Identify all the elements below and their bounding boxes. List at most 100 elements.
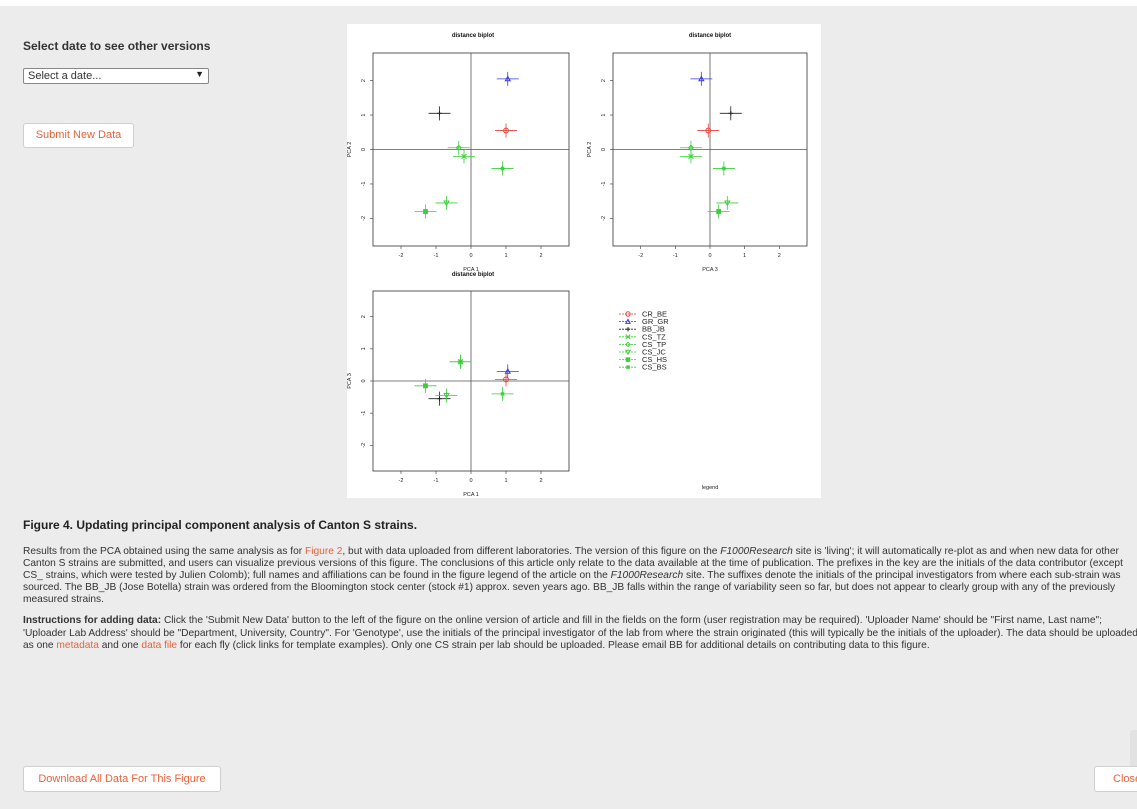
journal-name: F1000Research <box>720 546 793 557</box>
point-marker <box>443 393 450 399</box>
point-cs-hs <box>414 204 437 219</box>
x-tick-label: -2 <box>638 253 643 259</box>
date-select[interactable]: Select a date... ▼ <box>23 68 209 84</box>
point-marker <box>724 200 731 207</box>
legend-label: CS_BS <box>642 363 667 372</box>
submit-new-data-button[interactable]: Submit New Data <box>23 123 134 148</box>
y-tick-label: 0 <box>601 148 607 151</box>
legend-panel: CR_BEGR_GRBB_JBCS_TZCS_TPCS_JCCS_HSCS_BS… <box>619 310 719 491</box>
point-marker <box>624 318 632 324</box>
y-tick-label: 1 <box>361 114 367 117</box>
instructions-heading: Instructions for adding data: <box>23 615 162 627</box>
x-tick-label: 0 <box>469 253 472 259</box>
y-tick-label: 0 <box>361 379 367 382</box>
plot-title: distance biplot <box>689 33 731 39</box>
point-gr-gr <box>496 71 519 86</box>
date-select-value: Select a date... <box>28 70 102 82</box>
point-marker <box>705 127 712 134</box>
point-cs-jc <box>435 195 458 210</box>
legend-entry-bb-jb: BB_JB <box>619 325 665 334</box>
caption-text: site is 'living'; it will automatically … <box>23 546 1123 582</box>
x-tick-label: 1 <box>743 253 746 259</box>
biplot-2: distance biplot -2 2 -1 1 0 0 1 -1 2 -2 PCA 3 PCA 2 <box>587 33 808 273</box>
close-button[interactable]: Close <box>1094 766 1137 792</box>
point-marker <box>716 209 722 214</box>
journal-name: F1000Research <box>610 570 684 582</box>
point-cs-bs <box>491 161 514 176</box>
point-marker <box>443 200 450 207</box>
point-marker <box>624 349 632 356</box>
point-marker <box>503 127 509 134</box>
legend-label: CS_JC <box>642 348 666 357</box>
legend-entry-cs-tz: CS_TZ <box>619 332 666 341</box>
legend-title: legend <box>702 485 719 491</box>
point-cr-be <box>495 123 517 138</box>
plot-title: distance biplot <box>452 33 494 39</box>
figure-caption: Results from the PCA obtained using the … <box>23 546 1137 661</box>
legend-label: CR_BE <box>642 310 667 319</box>
y-tick-label: 1 <box>601 114 607 117</box>
biplot-3: distance biplot -2 2 -1 1 0 0 1 -1 2 -2 PCA 1 PCA 3 <box>347 272 570 498</box>
plot-title: distance biplot <box>452 272 494 278</box>
legend-label: BB_JB <box>642 325 665 334</box>
point-marker <box>455 144 462 151</box>
x-tick-label: -2 <box>399 478 404 484</box>
dropdown-arrow-icon: ▼ <box>195 69 204 79</box>
legend-entry-cs-jc: CS_JC <box>619 348 666 357</box>
point-marker <box>626 365 630 370</box>
point-cs-tp <box>679 140 702 155</box>
figure-2-link[interactable]: Figure 2 <box>305 546 343 557</box>
figure-caption-title: Figure 4. Updating principal component a… <box>23 518 418 532</box>
x-tick-label: -2 <box>399 253 404 259</box>
legend-label: GR_GR <box>642 317 669 326</box>
point-marker <box>504 367 511 374</box>
point-marker <box>504 75 511 82</box>
legend-entry-cr-be: CR_BE <box>619 310 667 319</box>
y-tick-label: -1 <box>361 411 367 416</box>
legend-entry-gr-gr: GR_GR <box>619 317 669 326</box>
x-axis-label: PCA 3 <box>702 267 718 273</box>
x-tick-label: -1 <box>434 253 439 259</box>
download-all-data-button[interactable]: Download All Data For This Figure <box>23 766 221 792</box>
y-tick-label: 2 <box>361 79 367 82</box>
legend-entry-cs-hs: CS_HS <box>619 355 667 364</box>
point-cs-tp <box>447 140 470 155</box>
caption-text: Click the 'Submit New Data' button to th… <box>23 615 1137 651</box>
caption-text: Results from the PCA obtained using the … <box>23 546 305 557</box>
point-marker <box>721 166 726 171</box>
metadata-link[interactable]: metadata <box>56 639 99 651</box>
point-cs-jc <box>435 388 458 403</box>
point-gr-gr <box>496 364 519 379</box>
legend-label: CS_TZ <box>642 332 666 341</box>
point-cr-be <box>495 372 517 387</box>
caption-text: site. The suffixes denote the initials o… <box>23 570 1121 606</box>
point-marker <box>625 357 631 362</box>
point-bb-jb <box>719 106 742 121</box>
x-tick-label: 0 <box>708 253 711 259</box>
y-axis-label: PCA 3 <box>347 373 353 389</box>
x-tick-label: 2 <box>539 253 542 259</box>
point-marker <box>688 153 694 160</box>
y-tick-label: -2 <box>361 443 367 448</box>
legend-label: CS_TP <box>642 340 666 349</box>
x-tick-label: 0 <box>469 478 472 484</box>
x-tick-label: -1 <box>673 253 678 259</box>
caption-text: for each fly (click links for template e… <box>177 639 930 651</box>
point-cs-bs <box>491 386 514 401</box>
point-marker <box>457 358 464 365</box>
caption-text: , but with data uploaded from different … <box>342 546 721 557</box>
point-cr-be <box>697 123 720 138</box>
y-axis-label: PCA 2 <box>347 142 353 158</box>
y-tick-label: -1 <box>601 182 607 187</box>
y-tick-label: 2 <box>361 315 367 318</box>
version-select-title: Select date to see other versions <box>23 39 211 53</box>
point-marker <box>687 144 695 151</box>
legend-entry-cs-tp: CS_TP <box>619 340 666 349</box>
point-marker <box>625 334 631 340</box>
y-tick-label: 2 <box>601 79 607 82</box>
scroll-handle[interactable] <box>1130 730 1137 776</box>
data-file-link[interactable]: data file <box>141 639 178 651</box>
caption-paragraph-description: Results from the PCA obtained using the … <box>23 546 1137 606</box>
